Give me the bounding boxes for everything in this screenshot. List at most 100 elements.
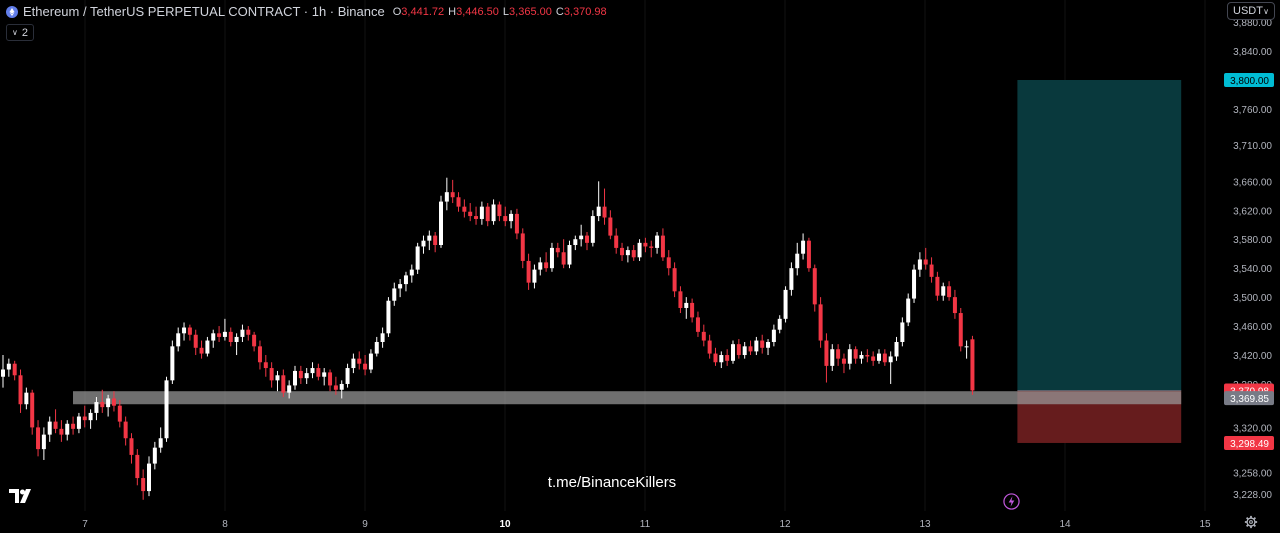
candle (53, 409, 58, 434)
candle-body (228, 331, 233, 342)
price-badge-label: 3,298.49 (1230, 439, 1269, 450)
candle (228, 327, 233, 347)
price-badge (1224, 391, 1274, 406)
candle-body (275, 375, 280, 381)
price-badge-label: 3,800.00 (1230, 76, 1269, 87)
y-tick-label: 3,660.00 (1233, 177, 1272, 188)
candle (30, 389, 35, 435)
candle (847, 344, 852, 370)
candle (152, 441, 157, 470)
candle-body (725, 355, 730, 361)
y-tick-label: 3,420.00 (1233, 351, 1272, 362)
support-zone[interactable] (73, 391, 1182, 405)
candle (731, 340, 735, 364)
candle-body (672, 268, 677, 292)
candle-body (509, 213, 514, 222)
candle-body (82, 416, 87, 421)
candle-body (701, 331, 706, 341)
candle (824, 333, 829, 383)
candle-body (71, 423, 76, 429)
candle-body (783, 289, 788, 319)
candle-body (561, 252, 566, 265)
candle-body (637, 242, 642, 258)
candle (917, 252, 922, 277)
candle (620, 242, 625, 261)
candle-body (351, 358, 356, 369)
candle-body (403, 275, 408, 285)
indicators-toggle-button[interactable]: ∨ 2 (6, 24, 34, 41)
candle-body (649, 246, 654, 248)
candle-body (322, 372, 327, 377)
candle-body (30, 392, 35, 428)
candle-body (830, 349, 835, 366)
ohlc-close: C3,370.98 (555, 5, 607, 18)
candle (76, 412, 81, 434)
candle (760, 334, 765, 354)
tradingview-logo-icon[interactable] (9, 489, 35, 503)
candle (590, 210, 595, 247)
y-tick-label: 3,760.00 (1233, 105, 1272, 116)
candle (841, 353, 846, 374)
candle-body (135, 454, 140, 479)
candle-body (760, 340, 765, 348)
candle-body (211, 333, 216, 341)
symbol-header: Ethereum / TetherUS PERPETUAL CONTRACT ·… (6, 4, 611, 19)
candle-body (754, 340, 759, 352)
candle-body (888, 356, 893, 363)
candle (719, 351, 724, 369)
candle-body (328, 372, 333, 386)
candle-body (398, 284, 403, 289)
candle-body (59, 428, 64, 435)
candle (298, 365, 303, 384)
candle (357, 351, 362, 370)
candle-body (608, 217, 613, 236)
candle (859, 351, 864, 364)
candle-body (952, 297, 957, 314)
candle (806, 237, 811, 272)
candle-body (152, 447, 157, 464)
candle (41, 427, 46, 460)
candle-body (882, 353, 887, 363)
candle-body (532, 269, 537, 283)
candle-body (847, 349, 852, 364)
candle-body (935, 276, 940, 296)
candle (725, 349, 730, 366)
position-target-zone[interactable] (1017, 80, 1182, 391)
candle (269, 362, 274, 388)
candle-body (620, 247, 625, 256)
ohlc-low: L3,365.00 (502, 5, 552, 18)
candle-body (287, 385, 292, 393)
candle-body (316, 368, 321, 377)
candle (643, 237, 648, 253)
y-tick-label: 3,580.00 (1233, 235, 1272, 246)
candle (36, 420, 41, 457)
candle (695, 311, 700, 337)
symbol-title[interactable]: Ethereum / TetherUS PERPETUAL CONTRACT ·… (23, 4, 385, 19)
currency-label: USDT (1233, 5, 1263, 17)
candle-body (141, 478, 146, 492)
candle-body (386, 300, 391, 334)
candle (625, 246, 630, 263)
currency-selector[interactable]: USDT ∨ (1227, 2, 1275, 20)
candle (549, 242, 554, 272)
candle (532, 264, 537, 289)
candle-body (444, 192, 449, 202)
candle (123, 416, 128, 446)
candle-body (222, 331, 227, 337)
candle (485, 203, 490, 227)
candle (649, 240, 654, 258)
candle-body (731, 344, 735, 361)
y-tick-label: 3,258.00 (1233, 468, 1272, 479)
candle (211, 329, 216, 348)
settings-gear-icon[interactable] (1244, 515, 1258, 529)
candle-body (631, 250, 636, 258)
candle-body (111, 398, 116, 406)
y-tick-label: 3,880.00 (1233, 18, 1272, 29)
candle-body (246, 329, 251, 335)
candle (1, 355, 5, 388)
lightning-icon[interactable] (1003, 493, 1020, 510)
y-tick-label: 3,460.00 (1233, 322, 1272, 333)
candle-body (497, 204, 502, 217)
candle-body (415, 246, 420, 270)
